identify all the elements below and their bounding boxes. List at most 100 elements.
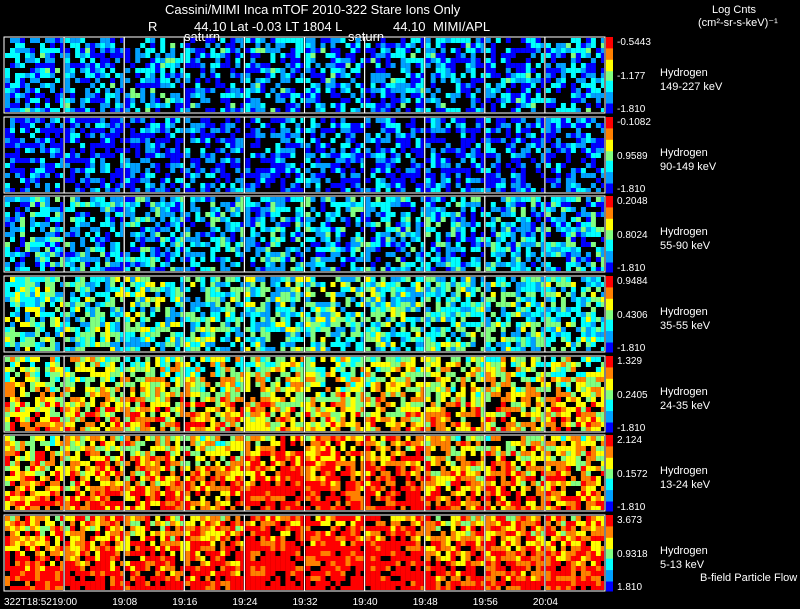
spectrogram-panel <box>3 514 65 592</box>
row-species-label: Hydrogen <box>660 226 708 238</box>
spectrogram-panel <box>123 434 185 512</box>
spectrogram-panel <box>424 434 486 512</box>
colorbar-min-label: -1.810 <box>617 184 646 195</box>
row-species-label: Hydrogen <box>660 386 708 398</box>
colorbar-mid-label: 0.1572 <box>617 469 648 480</box>
spectrogram-panel <box>424 195 486 273</box>
time-tick-label: 19:08 <box>112 597 138 608</box>
spectrogram-panel <box>63 355 125 433</box>
spectrogram-panel <box>364 36 426 114</box>
spectrogram-panel <box>3 275 65 353</box>
colorbar <box>606 117 613 194</box>
spectrogram-panel <box>3 355 65 433</box>
spectrogram-panel <box>544 355 606 433</box>
spectrogram-panel <box>484 434 546 512</box>
colorbar-mid-label: -1.177 <box>617 71 646 82</box>
colorbar-mid-label: 0.2405 <box>617 390 648 401</box>
spectrogram-panel <box>63 36 125 114</box>
spectrogram-panel <box>183 116 245 194</box>
colorbar-max-label: 2.124 <box>617 435 643 446</box>
colorbar-min-label: -1.810 <box>617 502 646 513</box>
spectrogram-panel <box>424 275 486 353</box>
spectrogram-panel <box>364 116 426 194</box>
spectrogram-panel <box>183 514 245 592</box>
spectrogram-panel <box>123 275 185 353</box>
spectrogram-panel <box>183 355 245 433</box>
colorbar-min-label: -1.810 <box>617 423 646 434</box>
position-line: 44.10 Lat -0.03 LT 1804 L <box>194 19 343 34</box>
spectrogram-panel <box>484 116 546 194</box>
spectrogram-panel <box>364 275 426 353</box>
spectrogram-panel <box>63 434 125 512</box>
spectrogram-panel <box>63 514 125 592</box>
colorbar-max-label: 1.329 <box>617 356 643 367</box>
spectrogram-panel <box>123 195 185 273</box>
spectrogram-panel <box>63 195 125 273</box>
row-species-label: Hydrogen <box>660 465 708 477</box>
colorbar-max-label: -0.5443 <box>617 37 651 48</box>
colorbar <box>606 435 613 512</box>
spectrogram-panel <box>544 275 606 353</box>
spectrogram-panel <box>364 195 426 273</box>
spectrogram-panel <box>243 36 305 114</box>
time-tick-label: 19:48 <box>412 597 438 608</box>
colorbar <box>606 276 613 353</box>
spectrogram-panel <box>123 355 185 433</box>
time-tick-label: 19:16 <box>172 597 198 608</box>
colorbar-max-label: 3.673 <box>617 515 643 526</box>
colorbar-min-label: -1.810 <box>617 263 646 274</box>
time-tick-label: 19:24 <box>232 597 258 608</box>
row-energy-label: 13-24 keV <box>660 479 711 491</box>
row-energy-label: 90-149 keV <box>660 161 717 173</box>
colorbar-mid-label: 0.9318 <box>617 549 648 560</box>
spectrogram-panel <box>364 355 426 433</box>
spectrogram-panel <box>544 195 606 273</box>
spectrogram-panel <box>243 195 305 273</box>
colorbar-mid-label: 0.9589 <box>617 151 648 162</box>
colorbar-unit-title: Log Cnts <box>712 4 757 16</box>
colorbar-max-label: -0.1082 <box>617 117 651 128</box>
colorbar-max-label: 0.9484 <box>617 276 648 287</box>
time-tick-label: 19:00 <box>52 597 78 608</box>
spectrogram-panel <box>544 36 606 114</box>
spectrogram-panel <box>63 116 125 194</box>
spectrogram-panel <box>243 434 305 512</box>
colorbar <box>606 515 613 592</box>
spectrogram-panel <box>243 116 305 194</box>
time-tick-label: 20:04 <box>532 597 558 608</box>
row-species-label: Hydrogen <box>660 147 708 159</box>
spectrogram-panel <box>183 36 245 114</box>
spectrogram-panel <box>183 195 245 273</box>
time-tick-label: 19:40 <box>352 597 378 608</box>
spectrogram-panel <box>123 36 185 114</box>
spectrogram-panel <box>484 355 546 433</box>
plot-title: Cassini/MIMI Inca mTOF 2010-322 Stare Io… <box>165 2 461 17</box>
spectrogram-panel <box>304 116 366 194</box>
spectrogram-panel <box>424 116 486 194</box>
spectrogram-panel <box>243 275 305 353</box>
row-energy-label: 149-227 keV <box>660 81 723 93</box>
spectrogram-panel <box>123 514 185 592</box>
time-tick-label: 19:32 <box>292 597 318 608</box>
colorbar-min-label: -1.810 <box>617 343 646 354</box>
spectrogram-panel <box>304 36 366 114</box>
spectrogram-panel <box>424 514 486 592</box>
spectrogram-panel <box>424 355 486 433</box>
spectrogram-panel <box>304 514 366 592</box>
institution-label: MIMI/APL <box>433 19 491 34</box>
spectrogram-panel <box>484 36 546 114</box>
row-energy-label: 35-55 keV <box>660 320 711 332</box>
colorbar-max-label: 0.2048 <box>617 196 648 207</box>
spectrogram-panel <box>183 434 245 512</box>
spectrogram-panel <box>3 195 65 273</box>
spectrogram-panel <box>243 514 305 592</box>
bfield-note: B-field Particle Flow <box>700 572 798 584</box>
spectrogram-panel <box>544 116 606 194</box>
spectrogram-panel <box>364 434 426 512</box>
spectrogram-panel <box>484 514 546 592</box>
spectrogram-panel <box>3 36 65 114</box>
colorbar-min-label: -1.810 <box>617 104 646 115</box>
spectrogram-panel <box>304 275 366 353</box>
spectrogram-panel <box>63 275 125 353</box>
